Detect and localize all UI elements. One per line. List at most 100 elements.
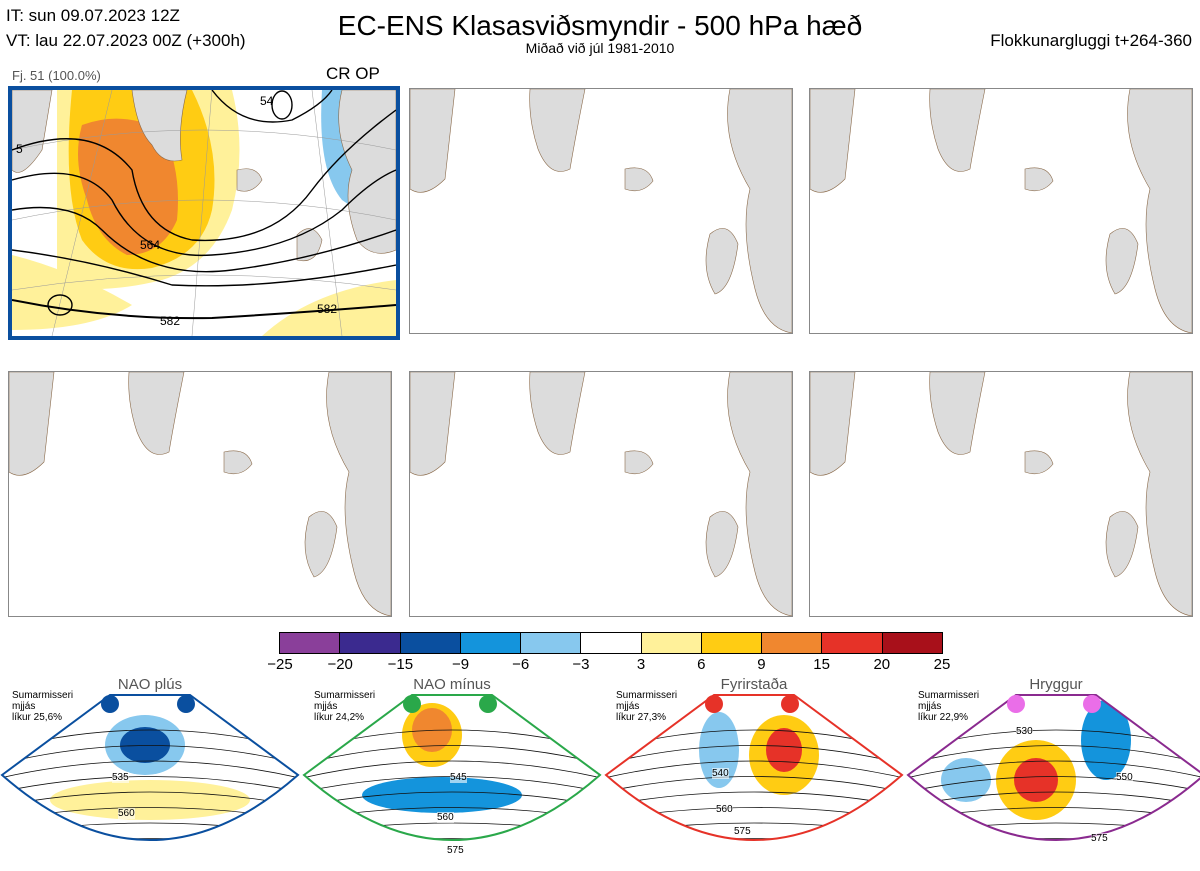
contour-label: 535 (112, 772, 129, 783)
map-panel-3[interactable] (809, 88, 1193, 334)
colorbar-swatch (761, 633, 822, 653)
cluster-panel[interactable]: Sumarmisseri mjjás líkur 22,9% Hryggur 530 55… (906, 676, 1200, 870)
colorbar-tick-label: −25 (267, 656, 293, 673)
cluster-panel[interactable]: Sumarmisseri mjjás líkur 24,2% NAO mínus 545… (302, 676, 602, 870)
height-contour (606, 807, 902, 821)
cluster-info: Sumarmisseri mjjás líkur 27,3% (616, 690, 677, 723)
sector-border (604, 694, 904, 841)
anomaly-area (1081, 700, 1131, 780)
contour-label: 582 (160, 314, 181, 328)
height-contour (908, 745, 1200, 765)
cluster-info-line: Sumarmisseri (616, 690, 678, 701)
colorbar-swatch (520, 633, 581, 653)
cluster-info-line: líkur 27,3% (616, 712, 667, 723)
colorbar-tick-label: −20 (327, 656, 353, 673)
anomaly-area (1014, 758, 1058, 802)
cluster-info-line: líkur 22,9% (918, 712, 969, 723)
map-panel-5[interactable] (409, 371, 793, 617)
contour-label: 545 (450, 772, 467, 783)
cluster-name: NAO mínus (413, 676, 491, 693)
contour-label: 575 (1091, 833, 1108, 844)
cluster-dot-icon (781, 695, 799, 713)
init-time: IT: sun 09.07.2023 12Z (6, 6, 180, 25)
cluster-dot-icon (479, 695, 497, 713)
anomaly-area (50, 780, 250, 820)
cluster-dot-icon (1007, 695, 1025, 713)
colorbar-tick-label: −3 (572, 656, 590, 673)
cluster-info-line: líkur 24,2% (314, 712, 365, 723)
colorbar-swatch (280, 633, 340, 653)
colorbar-tick-label: 3 (636, 656, 646, 673)
sector-border (906, 694, 1200, 841)
colorbar-tick-label: −6 (512, 656, 530, 673)
cluster-info-line: mjjás (616, 701, 640, 712)
colorbar-swatch (459, 633, 521, 653)
cluster-info-line: mjjás (314, 701, 338, 712)
height-contour (908, 791, 1200, 807)
colorbar-tick-label: 20 (873, 656, 891, 673)
height-contour (2, 760, 298, 779)
cluster-info-line: Sumarmisseri (314, 690, 376, 701)
cluster-dot-icon (177, 695, 195, 713)
map-panel-2[interactable] (409, 88, 793, 334)
height-contour (908, 822, 1200, 835)
anomaly-area (699, 712, 739, 788)
contour-label: 540 (712, 768, 729, 779)
colorbar-swatch (881, 633, 942, 653)
height-contour (2, 745, 298, 765)
colorbar-tick-label: 6 (697, 656, 706, 673)
map-panel-4[interactable] (8, 371, 392, 617)
height-contour (908, 760, 1200, 779)
height-contour (908, 776, 1200, 793)
colorbar (279, 632, 943, 654)
cluster-info-line: líkur 25,6% (12, 712, 63, 723)
contour-label: 530 (1016, 726, 1033, 737)
colorbar-tick-label: −15 (387, 656, 414, 673)
cluster-info: Sumarmisseri mjjás líkur 24,2% (314, 690, 375, 723)
cluster-dot-icon (403, 695, 421, 713)
map-panel-6[interactable] (809, 371, 1193, 617)
sector-border (0, 694, 300, 841)
height-contour (606, 776, 902, 793)
colorbar-tick-label: 9 (757, 656, 766, 673)
contour-label: 560 (118, 808, 135, 819)
cluster-dot-icon (101, 695, 119, 713)
cluster-dot-icon (1083, 695, 1101, 713)
height-contour (606, 838, 902, 840)
contour-label: 560 (437, 812, 454, 823)
colorbar-swatch (821, 633, 882, 653)
height-contour (606, 822, 902, 835)
colorbar-tick-label: −9 (451, 656, 470, 673)
colorbar-swatch (399, 633, 460, 653)
cluster-info-line: mjjás (918, 701, 942, 712)
cluster-panel[interactable]: Sumarmisseri mjjás líkur 27,3% Fyrirstaða 54… (604, 676, 904, 870)
member-count: Fj. 51 (100.0%) (12, 68, 101, 83)
contour-label: 550 (1116, 772, 1133, 783)
colorbar-swatch (640, 633, 701, 653)
height-contour (304, 745, 600, 765)
classification-window: Flokkunargluggi t+264-360 (990, 31, 1192, 50)
cluster-info: Sumarmisseri mjjás líkur 22,9% (918, 690, 979, 723)
cluster-panel[interactable]: Sumarmisseri mjjás líkur 25,6% NAO plús 535 5… (0, 676, 300, 870)
cluster-name: Fyrirstaða (720, 676, 788, 693)
contour-label: 575 (734, 826, 751, 837)
cluster-info: Sumarmisseri mjjás líkur 25,6% (12, 690, 73, 723)
height-contour (304, 838, 600, 840)
contour-label: 560 (716, 804, 733, 815)
sector-border (302, 694, 602, 841)
cluster-tags: CR OP (326, 64, 380, 83)
contour-label: 564 (140, 238, 161, 252)
height-contour (606, 745, 902, 765)
valid-time: VT: lau 22.07.2023 00Z (+300h) (6, 31, 246, 50)
colorbar-tick-label: 25 (933, 656, 951, 673)
contour-label: 582 (317, 302, 338, 316)
height-contour (908, 838, 1200, 840)
cluster-name: NAO plús (117, 676, 183, 693)
map-panel-1[interactable]: 564 582 582 54 5 (8, 86, 400, 340)
page-title: EC-ENS Klasasviðsmyndir - 500 hPa hæð (337, 10, 863, 41)
cluster-name: Hryggur (1029, 676, 1083, 693)
anomaly-area (766, 728, 802, 772)
cluster-info-line: Sumarmisseri (918, 690, 980, 701)
height-contour (2, 791, 298, 807)
colorbar-swatch (339, 633, 400, 653)
